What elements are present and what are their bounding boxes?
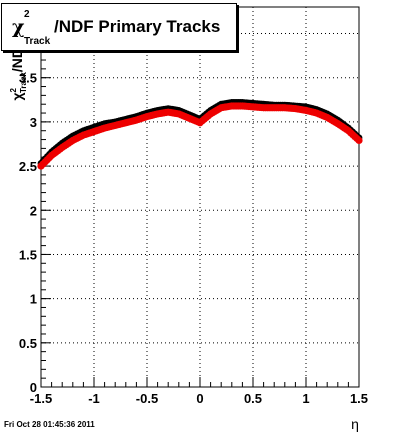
axes: -1.5-1-0.500.511.500.511.522.533.54	[19, 6, 368, 406]
title-box: χ 2 Track /NDF Primary Tracks	[1, 3, 237, 51]
timestamp-footer: Fri Oct 28 01:45:36 2011	[4, 420, 95, 429]
chart-title: /NDF Primary Tracks	[54, 17, 221, 36]
y-tick-label: 2.5	[19, 159, 37, 174]
title-superscript: 2	[24, 9, 30, 20]
y-tick-label: 2	[30, 203, 37, 218]
data-points	[37, 99, 363, 170]
x-tick-label: -1.5	[30, 391, 52, 406]
data-point	[355, 136, 363, 145]
y-tick-label: 0	[30, 380, 37, 395]
y-tick-label: 3.5	[19, 71, 37, 86]
x-tick-label: -0.5	[136, 391, 158, 406]
y-tick-label: 1	[30, 292, 37, 307]
title-subscript: Track	[24, 36, 51, 47]
x-axis-label: η	[351, 416, 359, 432]
grid-lines	[40, 7, 360, 388]
x-tick-label: -1	[88, 391, 100, 406]
x-tick-label: 0	[196, 391, 203, 406]
y-tick-label: 1.5	[19, 247, 37, 262]
x-tick-label: 1	[302, 391, 309, 406]
x-tick-label: 1.5	[350, 391, 368, 406]
y-tick-label: 3	[30, 115, 37, 130]
series-red	[37, 102, 363, 170]
y-tick-label: 0.5	[19, 336, 37, 351]
title-chi-symbol: χ	[12, 16, 25, 38]
x-tick-label: 0.5	[244, 391, 262, 406]
